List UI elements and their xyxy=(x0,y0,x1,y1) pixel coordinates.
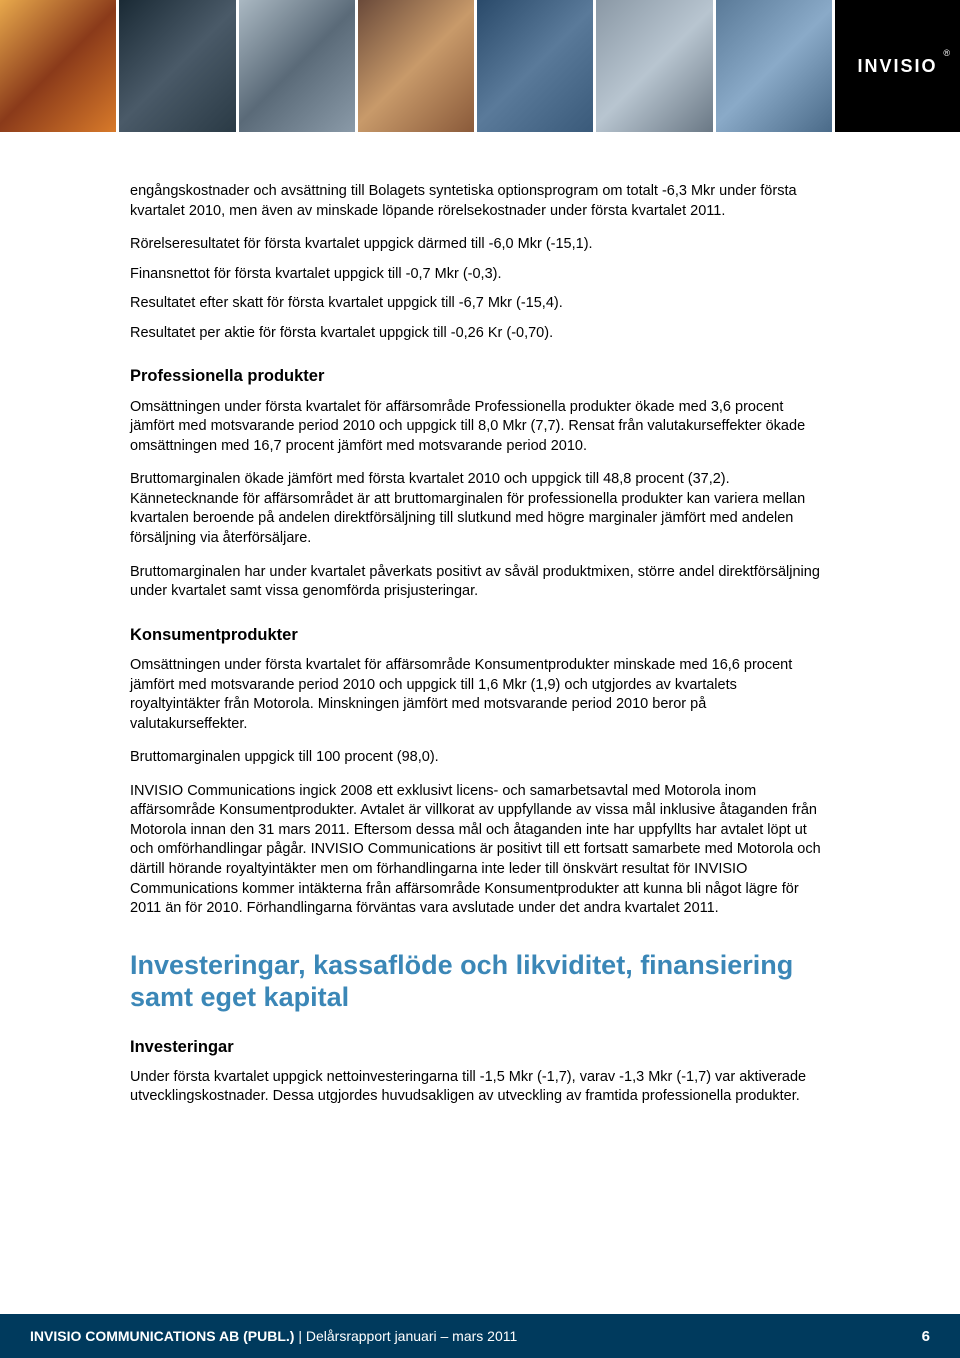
paragraph: Finansnettot för första kvartalet uppgic… xyxy=(130,265,825,285)
heading-investments-section: Investeringar, kassaflöde och likviditet… xyxy=(130,949,825,1014)
paragraph: engångskostnader och avsättning till Bol… xyxy=(130,182,825,221)
banner-image-1 xyxy=(0,0,116,132)
banner-image-7 xyxy=(716,0,832,132)
paragraph: Rörelseresultatet för första kvartalet u… xyxy=(130,235,825,255)
banner-image-6 xyxy=(596,0,712,132)
heading-investments: Investeringar xyxy=(130,1036,825,1058)
page-number: 6 xyxy=(922,1328,930,1345)
paragraph: Resultatet efter skatt för första kvarta… xyxy=(130,294,825,314)
paragraph: Bruttomarginalen ökade jämfört med först… xyxy=(130,470,825,548)
footer-report-title: Delårsrapport januari – mars 2011 xyxy=(306,1328,517,1344)
footer-company: INVISIO COMMUNICATIONS AB (PUBL.) xyxy=(30,1328,294,1344)
footer-text: INVISIO COMMUNICATIONS AB (PUBL.) | Delå… xyxy=(30,1328,517,1344)
footer-separator: | xyxy=(294,1328,305,1344)
paragraph: Omsättningen under första kvartalet för … xyxy=(130,656,825,734)
paragraph: Bruttomarginalen uppgick till 100 procen… xyxy=(130,748,825,768)
logo-text: INVISIO xyxy=(857,56,937,77)
paragraph: INVISIO Communications ingick 2008 ett e… xyxy=(130,782,825,919)
banner-image-2 xyxy=(119,0,235,132)
document-body: engångskostnader och avsättning till Bol… xyxy=(0,132,960,1107)
banner-image-5 xyxy=(477,0,593,132)
header-banner: INVISIO ® xyxy=(0,0,960,132)
logo-registered: ® xyxy=(943,48,952,58)
paragraph: Under första kvartalet uppgick nettoinve… xyxy=(130,1068,825,1107)
paragraph: Resultatet per aktie för första kvartale… xyxy=(130,324,825,344)
page-footer: INVISIO COMMUNICATIONS AB (PUBL.) | Delå… xyxy=(0,1314,960,1358)
paragraph: Bruttomarginalen har under kvartalet påv… xyxy=(130,563,825,602)
logo: INVISIO ® xyxy=(835,0,960,132)
banner-image-3 xyxy=(239,0,355,132)
paragraph: Omsättningen under första kvartalet för … xyxy=(130,398,825,457)
banner-image-4 xyxy=(358,0,474,132)
heading-professional-products: Professionella produkter xyxy=(130,365,825,387)
heading-consumer-products: Konsumentprodukter xyxy=(130,624,825,646)
